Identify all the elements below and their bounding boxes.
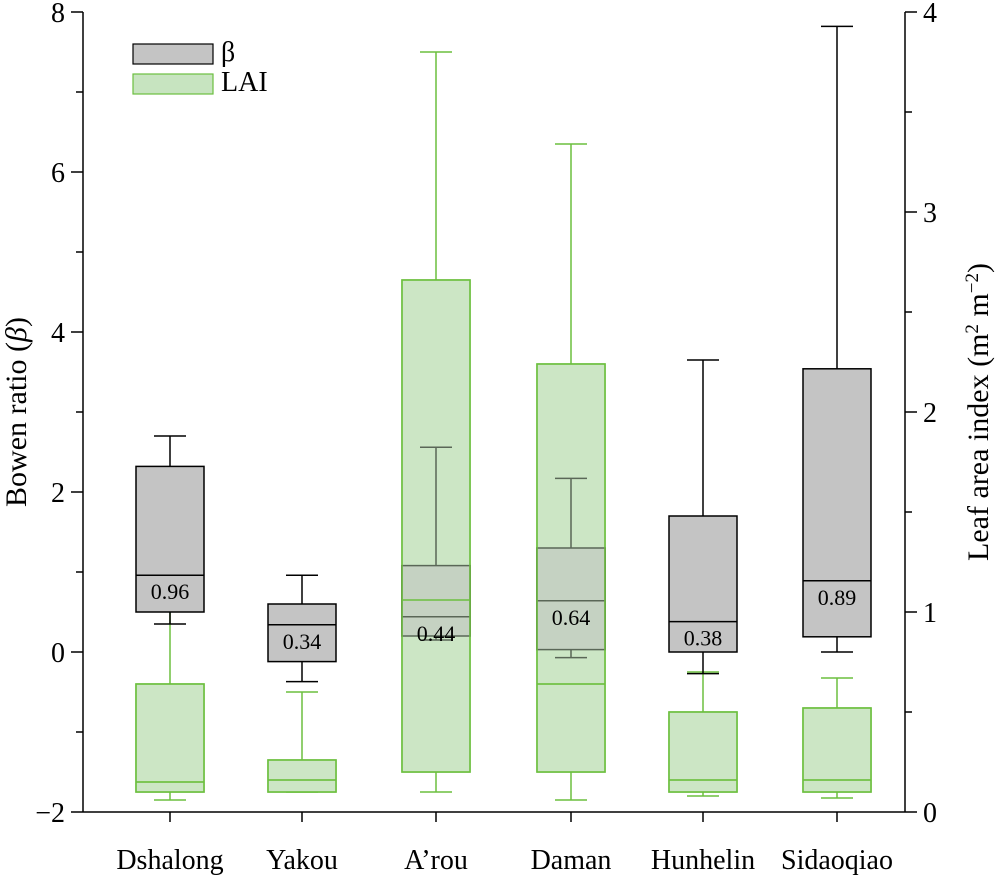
box-right-0 — [135, 591, 205, 801]
legend-swatch-beta — [132, 43, 214, 65]
right-axis-title: Leaf area index (m2 m−2) — [962, 263, 996, 561]
category-label: A’rou — [404, 845, 468, 876]
box-body — [401, 564, 471, 637]
left-tick-label: 4 — [51, 318, 65, 349]
left-tick-label: 6 — [51, 158, 65, 189]
box-left-1 — [267, 574, 337, 683]
median-value-label: 0.64 — [552, 605, 591, 630]
box-body — [135, 465, 205, 613]
box-body — [267, 603, 337, 663]
category-label: Hunhelin — [651, 845, 755, 876]
labels: 0.96 0.34 0.44 0.64 0.38 0.89 — [151, 579, 857, 654]
lai-box-overlay — [267, 759, 337, 793]
median-value-label: 0.34 — [283, 629, 322, 654]
lai-series — [135, 51, 872, 801]
box-left-2 — [401, 446, 471, 641]
left-tick-label: 8 — [51, 0, 65, 29]
legend-label: LAI — [221, 67, 268, 98]
box-body — [802, 368, 872, 638]
box-body — [802, 707, 872, 793]
median-value-label: 0.96 — [151, 579, 190, 604]
box-left-0 — [135, 435, 205, 625]
right-tick-label: 3 — [923, 198, 937, 229]
right-tick-label: 1 — [923, 598, 937, 629]
box-body — [668, 515, 738, 653]
box-left-3 — [536, 477, 606, 659]
left-tick-label: 0 — [51, 638, 65, 669]
legend-label: β — [221, 37, 235, 68]
median-value-label: 0.89 — [818, 585, 857, 610]
lai-box-overlay — [536, 363, 606, 773]
median-value-label: 0.38 — [684, 626, 723, 651]
category-label: Dshalong — [116, 845, 223, 876]
category-label: Daman — [531, 845, 612, 876]
right-tick-label: 0 — [923, 798, 937, 829]
lai-box-overlay — [802, 707, 872, 793]
box-body — [536, 547, 606, 651]
left-tick-label: 2 — [51, 478, 65, 509]
left-tick-label: −2 — [35, 798, 65, 829]
box-left-5 — [802, 25, 872, 653]
right-tick-label: 4 — [923, 0, 937, 29]
box-right-5 — [802, 677, 872, 799]
median-value-label: 0.44 — [417, 621, 456, 646]
lai-box-overlay — [135, 683, 205, 793]
category-label: Sidaoqiao — [781, 845, 893, 876]
box-body — [135, 683, 205, 793]
category-label: Yakou — [266, 845, 338, 876]
right-tick-label: 2 — [923, 398, 937, 429]
lai-box-overlay — [668, 711, 738, 793]
left-axis-title: Bowen ratio (β) — [0, 317, 33, 507]
beta-series — [135, 25, 872, 793]
legend-swatch-lai — [132, 73, 214, 95]
box-left-4 — [668, 359, 738, 675]
lai-box-overlay — [401, 279, 471, 773]
